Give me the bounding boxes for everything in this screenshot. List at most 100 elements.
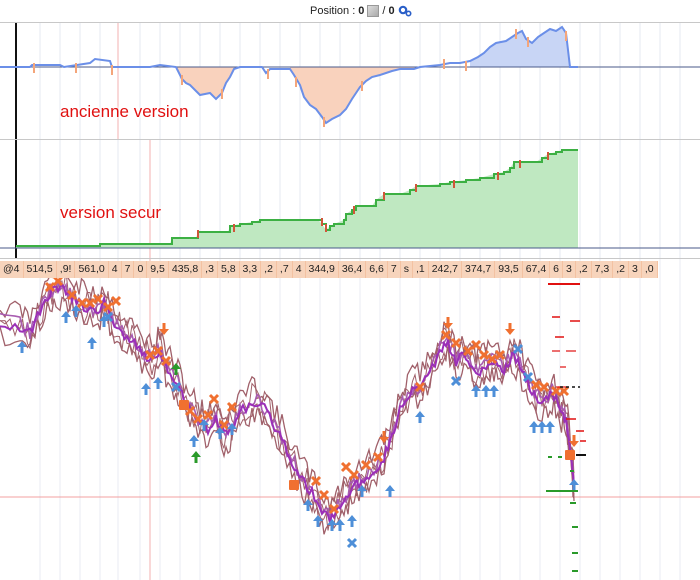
position-box-icon[interactable] xyxy=(367,5,380,17)
buy-arrow-marker xyxy=(385,485,395,497)
ticker-cell: s xyxy=(400,261,413,278)
equity-line xyxy=(0,25,578,125)
order-value: 0 xyxy=(388,5,395,17)
sell-signal-marker xyxy=(530,379,542,391)
buy-arrow-marker xyxy=(191,451,201,463)
ticker-cell: ,9! xyxy=(56,261,76,278)
position-square-marker xyxy=(565,450,575,460)
sell-signal-marker xyxy=(440,329,452,341)
equity-fill xyxy=(16,150,578,248)
buy-arrow-marker xyxy=(327,519,337,531)
ticker-cell: 435,8 xyxy=(168,261,203,278)
buy-arrow-marker xyxy=(303,499,313,511)
gain-fill xyxy=(470,27,570,67)
sell-signal-marker xyxy=(414,381,426,393)
sell-signal-marker xyxy=(110,295,122,307)
buy-arrow-marker xyxy=(189,435,199,447)
lower-band xyxy=(0,296,575,535)
sell-signal-marker xyxy=(310,475,322,487)
sell-signal-marker xyxy=(202,409,214,421)
sell-signal-marker xyxy=(152,345,164,357)
sell-signal-marker xyxy=(226,401,238,413)
ticker-cell: ,2 xyxy=(261,261,277,278)
ticker-cell: 93,5 xyxy=(495,261,523,278)
ticker-cell: 7 xyxy=(387,261,401,278)
buy-arrow-marker xyxy=(537,421,547,433)
sell-signal-marker xyxy=(318,489,330,501)
exit-marker xyxy=(170,381,182,393)
sell-signal-marker xyxy=(360,459,372,471)
sell-arrow-marker xyxy=(379,431,389,443)
sell-signal-marker xyxy=(478,349,490,361)
sell-arrow-marker xyxy=(505,323,515,335)
buy-arrow-marker xyxy=(489,385,499,397)
position-value: 0 xyxy=(358,5,365,17)
buy-arrow-marker xyxy=(529,421,539,433)
buy-arrow-marker xyxy=(347,515,357,527)
price-chart[interactable] xyxy=(0,259,700,580)
buy-arrow-marker xyxy=(357,485,367,497)
buy-arrow-marker xyxy=(569,479,579,491)
buy-arrow-marker xyxy=(415,411,425,423)
sell-signal-marker xyxy=(494,349,506,361)
sell-signal-marker xyxy=(208,393,220,405)
buy-arrow-marker xyxy=(481,385,491,397)
buy-arrow-marker xyxy=(61,311,71,323)
ticker-cell: 242,7 xyxy=(428,261,462,278)
ticker-cell: 344,9 xyxy=(305,261,339,278)
buy-arrow-marker xyxy=(227,423,237,435)
ticker-cell: 374,7 xyxy=(462,261,496,278)
equity-line xyxy=(16,149,578,247)
ticker-cell: 36,4 xyxy=(338,261,367,278)
ticker-cell: 3 xyxy=(628,261,642,278)
ticker-cell: ,3 xyxy=(202,261,218,278)
position-toolbar: Position : 0 / 0 xyxy=(0,0,700,22)
sell-signal-marker xyxy=(92,293,104,305)
gear-icon[interactable] xyxy=(398,5,412,17)
drawdown-fill xyxy=(176,67,240,99)
position-square-marker xyxy=(289,480,299,490)
ticker-cell: 3,3 xyxy=(239,261,262,278)
buy-arrow-marker xyxy=(313,515,323,527)
ticker-cell: 7 xyxy=(121,261,135,278)
sell-signal-marker xyxy=(470,339,482,351)
buy-arrow-marker xyxy=(471,385,481,397)
buy-arrow-marker xyxy=(87,337,97,349)
ticker-cell: ,1 xyxy=(412,261,429,278)
buy-arrow-marker xyxy=(171,363,181,375)
exit-marker xyxy=(346,537,358,549)
drawdown-fill xyxy=(290,67,414,123)
sell-signal-marker xyxy=(328,503,340,515)
ticker-cell: 4 xyxy=(292,261,306,278)
ticker-cell: ,2 xyxy=(613,261,629,278)
exit-marker xyxy=(102,311,114,323)
sell-signal-marker xyxy=(66,289,78,301)
ticker-cell: 7,3 xyxy=(591,261,614,278)
sell-signal-marker xyxy=(348,469,360,481)
sell-signal-marker xyxy=(450,337,462,349)
upper-band xyxy=(0,262,575,512)
ticker-cell: 6,6 xyxy=(366,261,388,278)
ticker-cell: 514,5 xyxy=(23,261,57,278)
buy-arrow-marker xyxy=(199,419,209,431)
ticker-cell: 4 xyxy=(108,261,122,278)
equity-panel-secur: version secur xyxy=(0,139,700,259)
separator: / xyxy=(382,5,386,17)
panel-label-secur: version secur xyxy=(60,203,162,222)
price-chart-panel xyxy=(0,258,700,580)
buy-arrow-marker xyxy=(141,383,151,395)
ticker-cell: 6 xyxy=(550,261,563,278)
ticker-cell: 561,0 xyxy=(75,261,109,278)
exit-marker xyxy=(512,343,524,355)
ticker-cell: ,7 xyxy=(276,261,293,278)
sell-signal-marker xyxy=(160,355,172,367)
sell-signal-marker xyxy=(538,381,550,393)
sell-arrow-marker xyxy=(569,435,579,447)
buy-arrow-marker xyxy=(335,519,345,531)
sell-signal-marker xyxy=(76,297,88,309)
sell-signal-marker xyxy=(52,275,64,287)
sell-signal-marker xyxy=(462,345,474,357)
equity-curve-old xyxy=(0,23,700,139)
ticker-cell: 0 xyxy=(134,261,148,278)
price-series xyxy=(0,280,575,519)
